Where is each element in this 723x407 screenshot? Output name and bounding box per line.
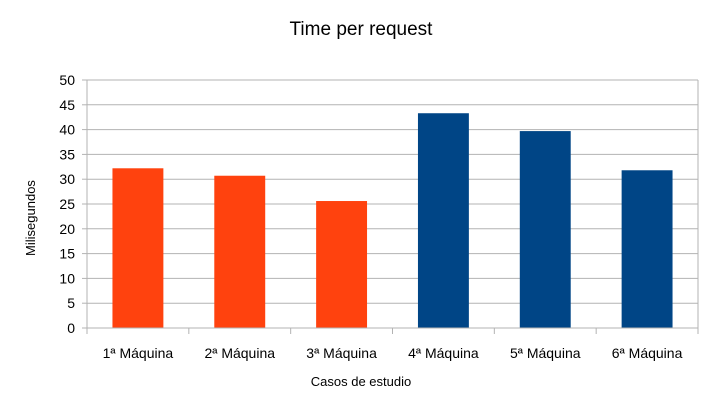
y-tick-label: 25 <box>59 196 75 212</box>
bars <box>112 113 673 329</box>
y-tick-label: 45 <box>59 97 75 113</box>
axes <box>82 79 699 334</box>
bar-3 <box>316 201 368 328</box>
chart-title: Time per request <box>290 19 434 40</box>
x-tick-label: 3ª Máquina <box>306 345 377 361</box>
bar-6 <box>621 170 673 328</box>
x-tick-label: 5ª Máquina <box>510 345 581 361</box>
x-tick-label: 1ª Máquina <box>103 345 174 361</box>
x-tick-label: 6ª Máquina <box>612 345 683 361</box>
x-tick-label: 4ª Máquina <box>408 345 479 361</box>
y-axis-label: Milisegundos <box>23 180 38 256</box>
y-tick-label: 10 <box>59 270 75 286</box>
y-tick-label: 35 <box>59 146 75 162</box>
bar-2 <box>214 175 266 328</box>
gridlines <box>87 79 698 329</box>
y-tick-label: 15 <box>59 246 75 262</box>
y-tick-label: 0 <box>67 320 75 336</box>
y-tick-label: 30 <box>59 171 75 187</box>
bar-1 <box>112 168 164 328</box>
bar-5 <box>519 131 571 328</box>
x-axis-label: Casos de estudio <box>311 374 411 389</box>
x-tick-labels: 1ª Máquina 2ª Máquina 3ª Máquina 4ª Máquina… <box>103 345 683 361</box>
y-tick-label: 50 <box>59 72 75 88</box>
y-tick-label: 5 <box>67 295 75 311</box>
bar-4 <box>417 113 469 329</box>
x-tick-label: 2ª Máquina <box>204 345 275 361</box>
y-tick-label: 20 <box>59 221 75 237</box>
y-tick-label: 40 <box>59 122 75 138</box>
y-tick-labels: 0 5 10 15 20 25 30 35 40 45 50 <box>59 72 75 336</box>
